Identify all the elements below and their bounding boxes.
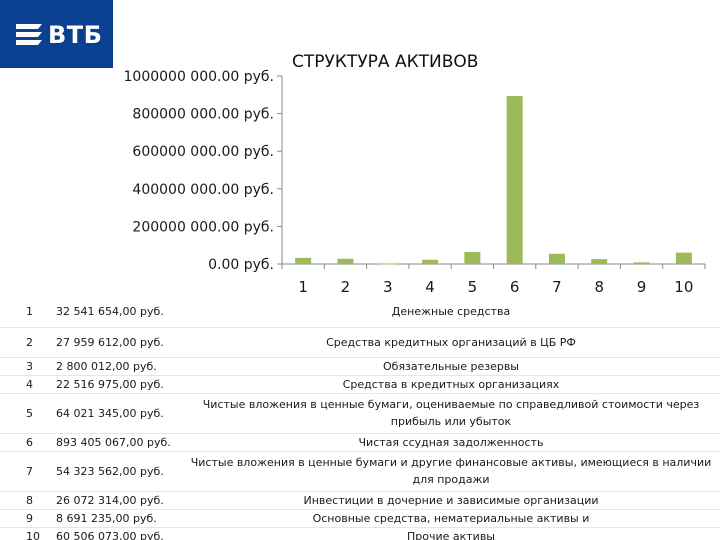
row-description: Денежные средства bbox=[182, 297, 720, 328]
chart-title: СТРУКТУРА АКТИВОВ bbox=[292, 52, 479, 72]
x-tick-label: 10 bbox=[674, 278, 693, 296]
bar-5 bbox=[464, 251, 481, 264]
row-number: 6 bbox=[0, 433, 52, 452]
row-description: Чистая ссудная задолженность bbox=[182, 433, 720, 452]
bar-8 bbox=[591, 259, 608, 264]
vtb-logo: ВТБ bbox=[0, 0, 113, 68]
row-number: 10 bbox=[0, 527, 52, 540]
bar-1 bbox=[295, 257, 312, 264]
row-description: Средства кредитных организаций в ЦБ РФ bbox=[182, 327, 720, 358]
row-description: Основные средства, нематериальные активы… bbox=[182, 509, 720, 528]
row-description: Инвестиции в дочерние и зависимые органи… bbox=[182, 491, 720, 510]
row-value: 22 516 975,00 руб. bbox=[52, 375, 182, 394]
vtb-logo-text: ВТБ bbox=[48, 21, 103, 49]
row-number: 2 bbox=[0, 327, 52, 358]
x-tick-label: 7 bbox=[552, 278, 562, 296]
x-tick-label: 8 bbox=[594, 278, 604, 296]
row-description: Прочие активы bbox=[182, 527, 720, 540]
row-number: 4 bbox=[0, 375, 52, 394]
y-tick-label: 0.00 руб. bbox=[208, 257, 274, 273]
x-tick-label: 4 bbox=[425, 278, 435, 296]
y-tick-label: 200000 000.00 руб. bbox=[132, 219, 274, 235]
row-number: 7 bbox=[0, 451, 52, 492]
row-description: Средства в кредитных организациях bbox=[182, 375, 720, 394]
y-tick-label: 600000 000.00 руб. bbox=[132, 144, 274, 160]
bar-3 bbox=[379, 263, 396, 265]
row-value: 32 541 654,00 руб. bbox=[52, 297, 182, 328]
assets-bar-chart: 0.00 руб. 200000 000.00 руб. 400000 000.00… bbox=[124, 69, 706, 296]
bar-7 bbox=[548, 253, 565, 264]
bar-6 bbox=[506, 96, 523, 264]
row-value: 8 691 235,00 руб. bbox=[52, 509, 182, 528]
row-number: 1 bbox=[0, 297, 52, 328]
table-row: 7 54 323 562,00 руб. Чистые вложения в цен… bbox=[0, 451, 720, 492]
vtb-logo-icon bbox=[16, 24, 42, 45]
assets-table: 1 32 541 654,00 руб. Денежные средства 2 27 … bbox=[0, 297, 720, 540]
row-description: Чистые вложения в ценные бумаги и другие… bbox=[182, 451, 720, 492]
row-number: 8 bbox=[0, 491, 52, 510]
row-number: 9 bbox=[0, 509, 52, 528]
bar-4 bbox=[422, 259, 439, 264]
x-tick-label: 9 bbox=[637, 278, 647, 296]
x-tick-label: 2 bbox=[341, 278, 351, 296]
y-tick-label: 800000 000.00 руб. bbox=[132, 107, 274, 123]
row-description: Обязательные резервы bbox=[182, 357, 720, 376]
row-description: Чистые вложения в ценные бумаги, оценива… bbox=[182, 393, 720, 434]
x-tick-label: 1 bbox=[298, 278, 308, 296]
x-tick-label: 3 bbox=[383, 278, 393, 296]
row-value: 2 800 012,00 руб. bbox=[52, 357, 182, 376]
row-number: 3 bbox=[0, 357, 52, 376]
table-row: 10 60 506 073,00 руб. Прочие активы bbox=[0, 527, 720, 540]
x-tick-label: 5 bbox=[468, 278, 478, 296]
bar-10 bbox=[675, 252, 692, 264]
x-tick-label: 6 bbox=[510, 278, 520, 296]
bar-9 bbox=[633, 262, 650, 264]
y-tick-label: 1000000 000.00 руб. bbox=[124, 69, 275, 85]
row-value: 60 506 073,00 руб. bbox=[52, 527, 182, 540]
y-tick-label: 400000 000.00 руб. bbox=[132, 182, 274, 198]
row-value: 54 323 562,00 руб. bbox=[52, 451, 182, 492]
table-row: 4 22 516 975,00 руб. Средства в кредитных … bbox=[0, 375, 720, 394]
table-row: 8 26 072 314,00 руб. Инвестиции в дочерние… bbox=[0, 491, 720, 510]
row-value: 893 405 067,00 руб. bbox=[52, 433, 182, 452]
row-number: 5 bbox=[0, 393, 52, 434]
bar-2 bbox=[337, 258, 354, 264]
table-row: 2 27 959 612,00 руб. Средства кредитных ор… bbox=[0, 327, 720, 358]
table-row: 6 893 405 067,00 руб. Чистая ссудная задол… bbox=[0, 433, 720, 452]
row-value: 26 072 314,00 руб. bbox=[52, 491, 182, 510]
row-value: 64 021 345,00 руб. bbox=[52, 393, 182, 434]
row-value: 27 959 612,00 руб. bbox=[52, 327, 182, 358]
table-row: 5 64 021 345,00 руб. Чистые вложения в цен… bbox=[0, 393, 720, 434]
table-row: 1 32 541 654,00 руб. Денежные средства bbox=[0, 297, 720, 328]
